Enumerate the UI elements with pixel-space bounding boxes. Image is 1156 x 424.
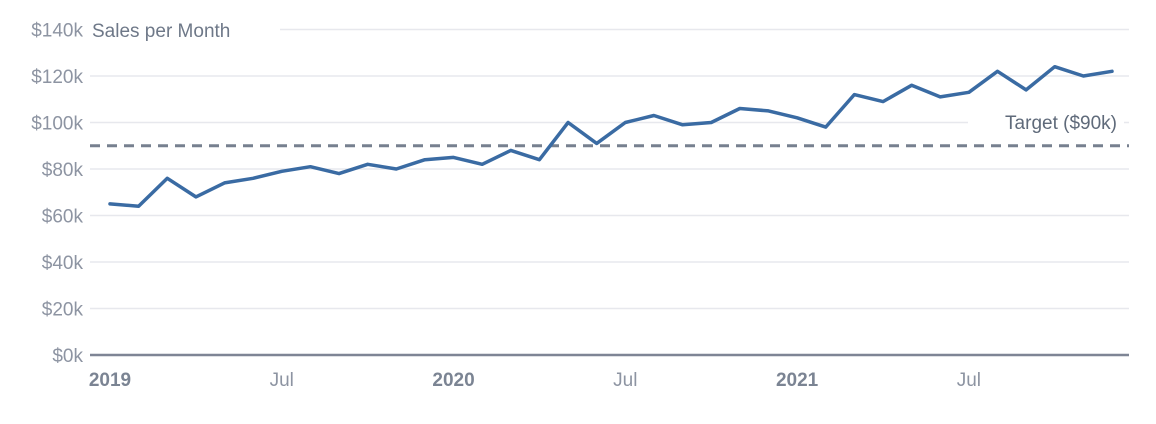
y-axis-tick-label: $60k: [42, 207, 84, 228]
x-axis-tick-label: Jul: [957, 370, 981, 391]
chart-title: Sales per Month: [92, 21, 230, 42]
y-axis-tick-label: $140k: [31, 21, 83, 42]
target-label: Target ($90k): [1005, 113, 1117, 134]
y-axis-tick-label: $0k: [52, 346, 83, 367]
y-axis-tick-label: $100k: [31, 114, 83, 135]
y-axis-tick-label: $80k: [42, 160, 84, 181]
sales-series-line: [108, 64, 1114, 208]
x-axis-tick-label: Jul: [613, 370, 637, 391]
target-label-backdrop: [968, 110, 1124, 134]
x-axis-tick-label: 2021: [776, 370, 819, 391]
x-axis-tick-label: Jul: [270, 370, 294, 391]
y-axis-tick-label: $40k: [42, 253, 84, 274]
y-axis-tick-label: $120k: [31, 67, 83, 88]
x-axis-tick-label: 2019: [89, 370, 131, 391]
y-axis-tick-label: $20k: [42, 300, 84, 321]
x-axis-tick-label: 2020: [432, 370, 474, 391]
